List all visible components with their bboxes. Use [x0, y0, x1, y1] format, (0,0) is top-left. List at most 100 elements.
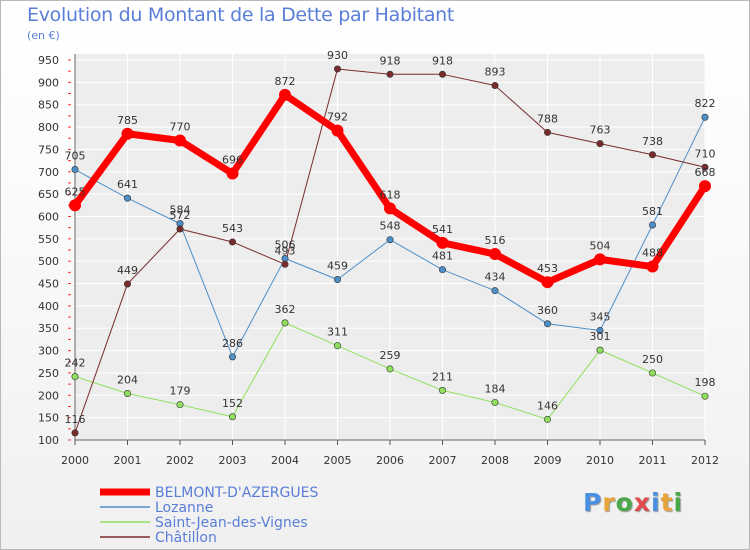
- data-point: [491, 287, 499, 295]
- data-point: [124, 280, 132, 288]
- data-label: 449: [117, 264, 138, 277]
- data-label: 488: [642, 247, 663, 260]
- data-label: 668: [695, 166, 716, 179]
- data-point: [124, 194, 132, 202]
- chart-title: Evolution du Montant de la Dette par Hab…: [27, 4, 455, 26]
- data-point: [438, 386, 446, 394]
- data-point: [701, 392, 709, 400]
- series-points: [69, 65, 711, 437]
- data-point: [646, 260, 659, 273]
- data-point: [226, 167, 239, 180]
- x-tick-label: 2009: [534, 454, 562, 467]
- data-label: 345: [590, 310, 611, 323]
- data-label: 516: [485, 234, 506, 247]
- logo-letter: i: [673, 488, 684, 517]
- y-tick-label: 850: [38, 99, 59, 112]
- chart-unit: (en €): [27, 29, 60, 42]
- data-point: [174, 134, 186, 147]
- data-label: 785: [117, 114, 138, 127]
- data-label: 242: [65, 357, 86, 370]
- x-tick-label: 2003: [219, 454, 247, 467]
- data-point: [281, 260, 289, 268]
- data-label: 543: [222, 222, 243, 235]
- y-tick-label: 700: [38, 166, 59, 179]
- data-point: [648, 221, 656, 229]
- data-label: 822: [695, 97, 716, 110]
- data-point: [699, 180, 711, 193]
- data-point: [543, 320, 551, 328]
- data-point: [596, 326, 604, 334]
- data-point: [71, 166, 79, 174]
- data-point: [333, 342, 341, 350]
- data-label: 211: [432, 370, 453, 383]
- data-point: [648, 151, 656, 159]
- data-point: [333, 65, 341, 73]
- data-point: [491, 398, 499, 406]
- data-label: 459: [327, 260, 348, 273]
- data-point: [124, 390, 132, 398]
- data-label: 301: [590, 330, 611, 343]
- x-tick-label: 2004: [271, 454, 299, 467]
- logo-letter: t: [660, 488, 674, 517]
- data-point: [543, 415, 551, 423]
- x-tick-label: 2008: [481, 454, 509, 467]
- data-point: [229, 353, 237, 361]
- legend-label: BELMONT-D'AZERGUES: [155, 485, 318, 501]
- x-tick-label: 2005: [324, 454, 352, 467]
- y-tick-label: 950: [38, 54, 59, 67]
- data-label: 198: [695, 376, 716, 389]
- data-point: [71, 373, 79, 381]
- y-tick-label: 350: [38, 322, 59, 335]
- data-label: 705: [65, 150, 86, 163]
- data-label: 918: [380, 54, 401, 67]
- data-label: 362: [275, 303, 296, 316]
- data-label: 584: [170, 204, 191, 217]
- x-tick-label: 2006: [376, 454, 404, 467]
- y-tick-label: 650: [38, 188, 59, 201]
- data-label: 493: [275, 244, 296, 257]
- y-tick-label: 300: [38, 345, 59, 358]
- data-label: 572: [170, 209, 191, 222]
- x-tick-label: 2011: [639, 454, 667, 467]
- data-point: [386, 365, 394, 373]
- x-tick-label: 2012: [691, 454, 719, 467]
- data-point: [438, 70, 446, 78]
- x-tick-label: 2002: [166, 454, 194, 467]
- data-label: 311: [327, 326, 348, 339]
- data-label: 918: [432, 54, 453, 67]
- data-point: [701, 163, 709, 171]
- data-label: 763: [590, 124, 611, 137]
- data-point: [331, 124, 344, 137]
- data-label: 641: [117, 178, 138, 191]
- logo-letter: r: [602, 488, 616, 517]
- x-tick-label: 2010: [586, 454, 614, 467]
- data-label: 696: [222, 154, 243, 167]
- data-label: 893: [485, 65, 506, 78]
- data-point: [281, 319, 289, 327]
- data-point: [333, 276, 341, 284]
- data-point: [491, 81, 499, 89]
- y-tick-label: 600: [38, 210, 59, 223]
- data-label: 286: [222, 337, 243, 350]
- legend-label: Châtillon: [155, 530, 217, 546]
- data-label: 146: [537, 399, 558, 412]
- data-point: [386, 70, 394, 78]
- logo-letter: i: [651, 488, 661, 517]
- x-tick-label: 2007: [429, 454, 457, 467]
- data-point: [701, 113, 709, 121]
- grid: [74, 54, 706, 441]
- y-tick-label: 100: [38, 434, 59, 447]
- data-point: [543, 128, 551, 136]
- data-label: 618: [380, 188, 401, 201]
- y-tick-label: 400: [38, 300, 59, 313]
- y-tick-label: 900: [38, 76, 59, 89]
- data-label: 360: [537, 304, 558, 317]
- data-label: 872: [275, 75, 296, 88]
- data-label: 453: [537, 262, 558, 275]
- data-point: [436, 236, 449, 249]
- data-label: 116: [65, 413, 86, 426]
- data-label: 581: [642, 205, 663, 218]
- legend-label: Lozanne: [155, 500, 213, 516]
- data-label: 710: [695, 147, 716, 160]
